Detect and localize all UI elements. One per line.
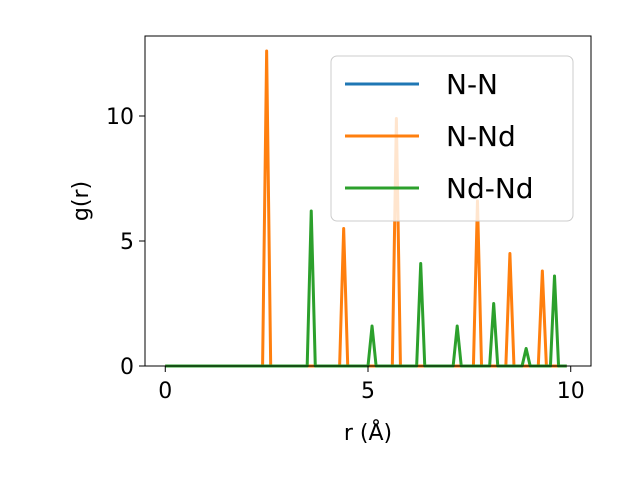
y-tick-label: 10 bbox=[106, 105, 134, 130]
ticks-layer: 0 5 10 0 5 10 bbox=[106, 105, 585, 404]
legend-entries: N-N N-Nd Nd-Nd bbox=[345, 68, 534, 205]
legend-label-nd-nd: Nd-Nd bbox=[446, 172, 534, 205]
legend-box bbox=[330, 55, 574, 222]
x-tick-label: 5 bbox=[361, 379, 375, 404]
legend: N-N N-Nd Nd-Nd bbox=[330, 55, 574, 222]
x-tick-label: 0 bbox=[158, 379, 172, 404]
x-tick-label: 10 bbox=[557, 379, 585, 404]
legend-label-n-nd: N-Nd bbox=[446, 120, 516, 153]
y-tick-label: 0 bbox=[120, 355, 134, 380]
legend-label-n-n: N-N bbox=[446, 68, 498, 101]
x-axis-label: r (Å) bbox=[344, 419, 392, 446]
y-axis-label: g(r) bbox=[69, 181, 94, 221]
y-tick-label: 5 bbox=[120, 230, 134, 255]
